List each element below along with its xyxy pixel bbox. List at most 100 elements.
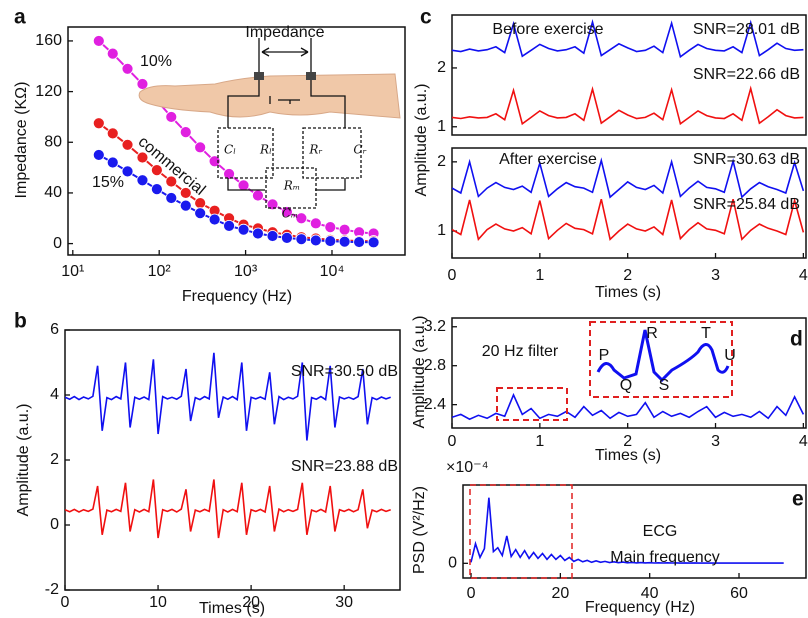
y-tick-label: 2.4 xyxy=(424,396,446,413)
y-tick-label: 0 xyxy=(50,516,59,533)
y-tick-label: 1 xyxy=(437,118,446,135)
series-label: 15% xyxy=(92,174,124,191)
x-tick-label: 0 xyxy=(448,433,457,450)
decorations xyxy=(138,38,733,579)
point xyxy=(121,165,134,178)
y-tick-label: 120 xyxy=(35,83,62,100)
series-line xyxy=(470,497,784,564)
y-tick-label: 3.2 xyxy=(424,318,446,335)
panel-label: c xyxy=(420,6,432,29)
y-tick-label: 2 xyxy=(437,59,446,76)
annotation: Rₗ xyxy=(259,143,272,157)
x-axis-label: Times (s) xyxy=(595,447,661,464)
point xyxy=(106,127,119,140)
point xyxy=(150,164,163,177)
annotation: After exercise xyxy=(499,151,597,168)
point xyxy=(121,62,134,75)
series-line xyxy=(65,352,391,441)
annotation: Cₗ xyxy=(224,143,236,157)
point xyxy=(266,230,279,242)
electrode xyxy=(254,72,264,80)
point xyxy=(92,117,105,130)
point xyxy=(237,179,250,192)
x-tick-label: 2 xyxy=(623,433,632,450)
point xyxy=(208,155,221,168)
x-axis-label: Frequency (Hz) xyxy=(182,288,292,305)
panel-label: e xyxy=(792,488,804,511)
y-axis-label: PSD (V²/Hz) xyxy=(411,486,428,574)
annotation: Cₘ xyxy=(282,207,299,221)
series-label: SNR=23.88 dB xyxy=(291,458,398,475)
point xyxy=(194,141,207,154)
y-axis-label: Amplitude (a.u.) xyxy=(411,316,428,429)
x-axis-label: Times (s) xyxy=(595,284,661,301)
y-tick-label: 40 xyxy=(44,184,62,201)
point xyxy=(281,231,293,244)
series-line xyxy=(452,19,804,59)
point xyxy=(367,236,380,249)
x-tick-label: 1 xyxy=(535,267,544,284)
point xyxy=(121,138,134,151)
point xyxy=(92,35,105,47)
panel-label: a xyxy=(14,6,26,29)
plot-frame xyxy=(451,147,807,259)
y-tick-label: 2 xyxy=(50,451,59,468)
y-tick-label: 0 xyxy=(53,235,62,252)
point xyxy=(179,187,192,199)
plot-frame xyxy=(462,484,807,579)
y-scale-label: ×10⁻⁴ xyxy=(446,459,489,476)
plot-frame xyxy=(451,317,807,429)
series-line xyxy=(452,197,805,241)
highlight-box xyxy=(496,387,568,421)
point xyxy=(295,233,308,246)
point xyxy=(106,156,119,169)
x-tick-label: 10¹ xyxy=(61,263,84,280)
inset-wave xyxy=(596,329,730,383)
point xyxy=(194,207,207,220)
series-label: SNR=28.01 dB xyxy=(693,21,800,38)
series-line xyxy=(452,157,805,199)
x-tick-label: 0 xyxy=(61,594,70,611)
y-tick-label: 1 xyxy=(437,222,446,239)
x-tick-label: 1 xyxy=(535,433,544,450)
point xyxy=(136,174,149,187)
point xyxy=(309,217,322,230)
y-tick-label: 80 xyxy=(44,133,62,150)
point xyxy=(324,221,337,234)
x-tick-label: 0 xyxy=(448,267,457,284)
y-axis-label: Amplitude (a.u.) xyxy=(413,84,430,197)
annotation: Impedance xyxy=(245,24,324,41)
point xyxy=(309,234,322,247)
point xyxy=(338,223,351,236)
series-line xyxy=(452,392,805,421)
annotation: U xyxy=(724,347,736,364)
point xyxy=(223,219,235,232)
annotation: ECG xyxy=(643,523,678,540)
y-axis-label: Amplitude (a.u.) xyxy=(15,404,32,517)
point xyxy=(295,212,308,225)
series-label: SNR=25.84 dB xyxy=(693,196,800,213)
y-tick-label: 0 xyxy=(448,555,457,572)
point xyxy=(92,149,105,161)
series-label: 10% xyxy=(140,53,172,70)
series-line xyxy=(452,85,804,126)
x-tick-label: 10⁴ xyxy=(320,263,345,280)
point xyxy=(194,197,207,209)
series-label: SNR=30.50 dB xyxy=(291,363,398,380)
point xyxy=(165,192,178,204)
y-tick-label: 4 xyxy=(50,386,59,403)
point xyxy=(136,78,149,90)
annotation: Cᵣ xyxy=(353,143,366,157)
plot-frame xyxy=(67,26,406,256)
point xyxy=(324,235,337,247)
frequency-box xyxy=(469,484,573,579)
annotation: Main frequency xyxy=(610,549,719,566)
x-axis-label: Times (s) xyxy=(199,600,265,617)
x-tick-label: 40 xyxy=(641,585,659,602)
x-tick-label: 20 xyxy=(551,585,569,602)
series-label: SNR=22.66 dB xyxy=(693,66,800,83)
x-tick-label: 10 xyxy=(149,594,167,611)
point xyxy=(266,198,279,211)
point xyxy=(338,235,351,248)
